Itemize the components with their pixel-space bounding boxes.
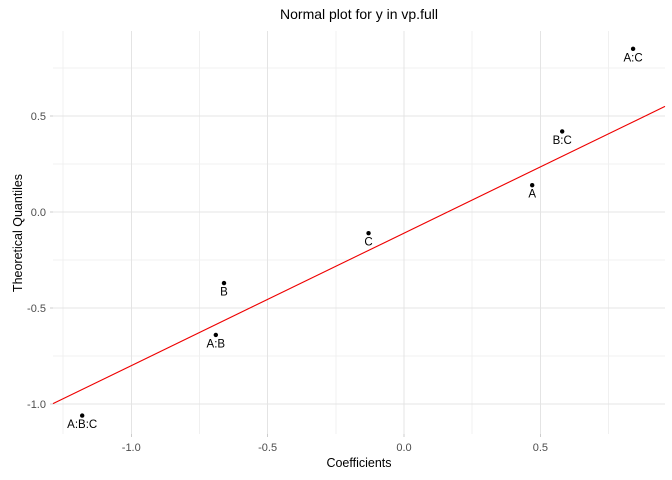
y-tick-label: -1.0 — [27, 399, 46, 411]
x-axis-title: Coefficients — [326, 456, 392, 470]
point-label: C — [364, 237, 372, 249]
point-label: B — [220, 287, 228, 299]
qq-reference-line — [52, 105, 666, 405]
y-tick-label: 0.5 — [31, 111, 46, 123]
x-tick-label: -0.5 — [258, 442, 277, 454]
data-point — [630, 46, 636, 52]
x-tick-label: 0.0 — [396, 442, 411, 454]
point-label: B:C — [553, 135, 572, 147]
chart-title: Normal plot for y in vp.full — [280, 6, 438, 22]
point-label: A:B — [207, 338, 226, 350]
data-point — [213, 332, 219, 338]
point-label: A:C — [624, 52, 643, 64]
data-point — [366, 230, 371, 236]
y-tick-label: 0.0 — [31, 207, 46, 219]
x-tick-label: 0.5 — [533, 442, 548, 454]
point-label: A — [528, 189, 536, 201]
point-label: A:B:C — [67, 419, 97, 431]
data-point — [221, 280, 227, 286]
data-point — [559, 129, 565, 134]
data-point — [529, 182, 535, 188]
x-tick-label: -1.0 — [122, 442, 141, 454]
y-axis-title: Theoretical Quantiles — [11, 173, 25, 293]
data-point — [79, 413, 85, 418]
y-tick-label: -0.5 — [27, 303, 46, 315]
